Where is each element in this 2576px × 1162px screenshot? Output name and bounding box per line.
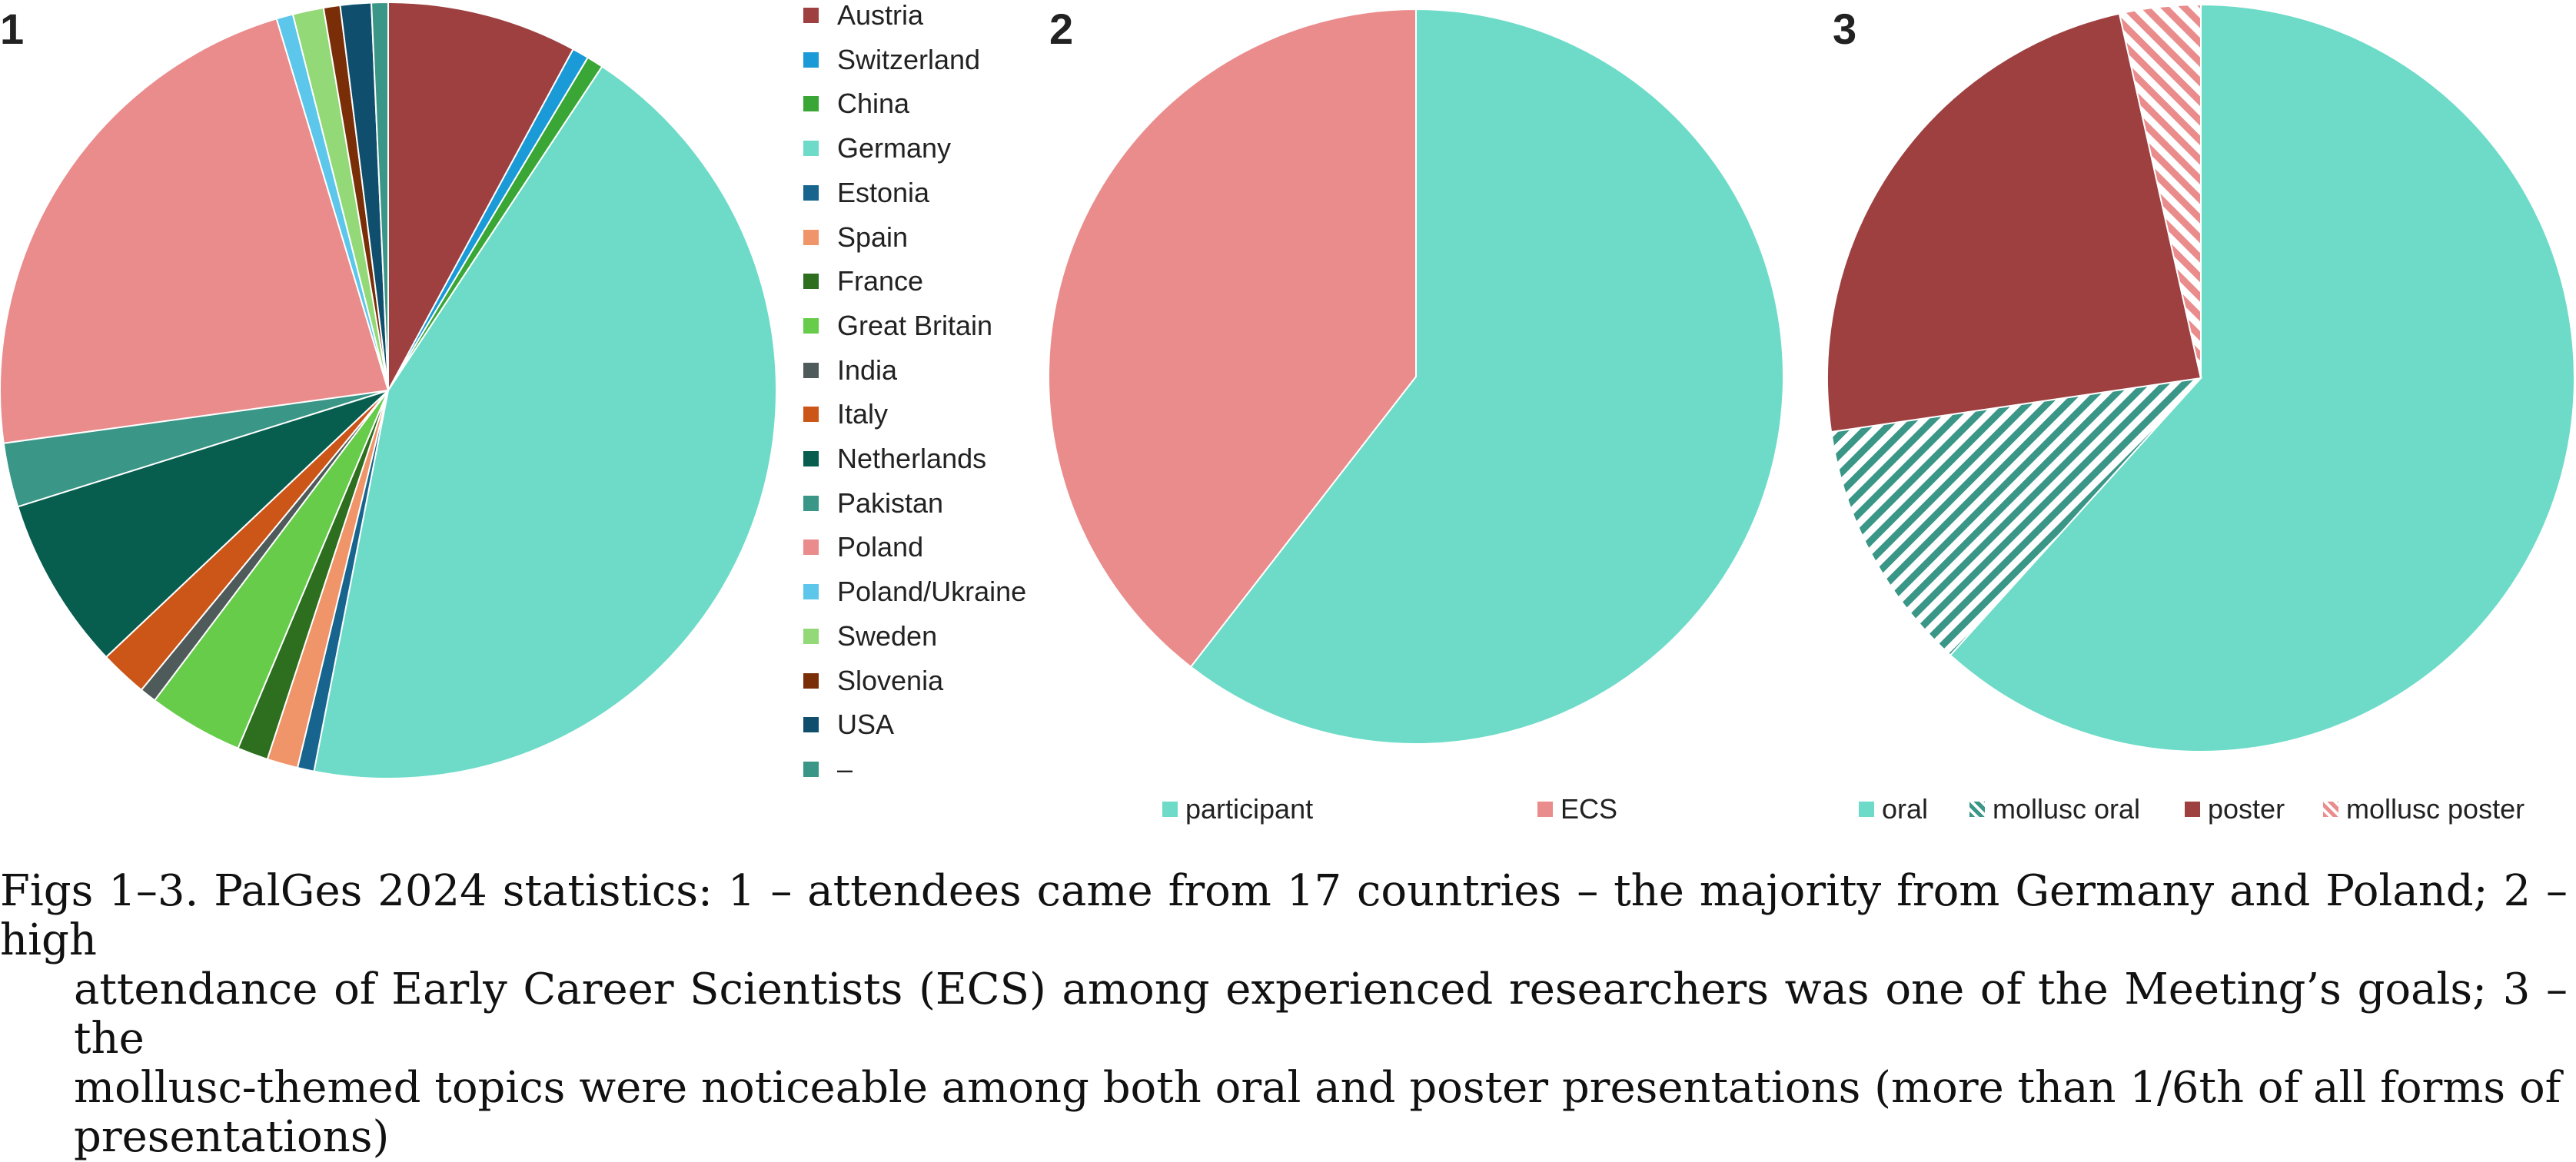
legend-swatch (803, 495, 819, 511)
legend-item-mollusc-poster: mollusc poster (2323, 793, 2524, 825)
pie-slice-dash (371, 1, 389, 391)
legend-item-china: China (803, 88, 909, 119)
legend-swatch (1969, 802, 1985, 817)
legend-label: India (837, 354, 898, 386)
pie-slice-poster (1826, 12, 2202, 433)
legend-item-poland-ukraine: Poland/Ukraine (803, 576, 1026, 607)
legend-swatch (2185, 802, 2200, 817)
legend-item-usa: USA (803, 709, 894, 740)
legend-label: Austria (837, 0, 924, 31)
legend-swatch (803, 407, 819, 423)
legend-label: mollusc oral (1993, 793, 2141, 825)
legend-item-great-britain: Great Britain (803, 310, 992, 341)
legend-item-oral: oral (1859, 793, 1928, 825)
caption-line-3: mollusc-themed topics were noticeable am… (74, 1063, 2561, 1113)
legend-label: oral (1882, 793, 1929, 825)
legend-swatch (803, 229, 819, 245)
pie-chart-participants (1048, 8, 1784, 745)
legend-label: Netherlands (837, 443, 987, 474)
panel-number-3: 3 (1833, 5, 1857, 53)
legend-label: Slovenia (837, 664, 944, 696)
legend-item-participant: participant (1162, 793, 1313, 825)
legend-label: Estonia (837, 176, 930, 208)
caption-line-1: Figs 1–3. PalGes 2024 statistics: 1 – at… (0, 866, 2568, 965)
legend-swatch (803, 51, 819, 68)
legend-item-dash: – (803, 752, 853, 785)
pie-slice-netherlands (16, 390, 389, 659)
legend-item-poland: Poland (803, 531, 924, 563)
pie-slice-participant (1189, 8, 1784, 745)
caption-line-4: presentations) (74, 1112, 390, 1162)
legend-swatch (803, 761, 819, 777)
caption-line-2: attendance of Early Career Scientists (E… (74, 964, 2568, 1064)
legend-label: Pakistan (837, 486, 944, 519)
pie-chart-presentations (1826, 3, 2575, 752)
legend-label: Spain (837, 221, 909, 253)
legend-item-austria: Austria (803, 0, 923, 31)
legend-swatch (803, 717, 819, 733)
legend-swatch (803, 184, 819, 201)
legend-swatch (803, 317, 819, 334)
legend-label: Germany (837, 132, 952, 164)
legend-item-pakistan: Pakistan (803, 486, 944, 519)
legend-swatch (803, 584, 819, 600)
panel-number-2: 2 (1049, 5, 1074, 53)
legend-label: Great Britain (837, 309, 993, 341)
legend-label: Italy (837, 398, 889, 430)
legend-swatch (1162, 802, 1178, 817)
legend-item-france: France (803, 265, 924, 297)
pie-slice-mollusc-oral (1830, 377, 2203, 656)
legend-swatch (803, 96, 819, 112)
legend-item-poster: poster (2185, 793, 2285, 825)
legend-label: Poland (837, 531, 924, 563)
pie-charts (0, 1, 2575, 779)
pie-slice-austria (387, 1, 574, 391)
legend-swatch (803, 451, 819, 466)
legend-item-slovenia: Slovenia (803, 664, 944, 696)
legend-label: Poland/Ukraine (837, 576, 1027, 608)
legend-item-italy: Italy (803, 398, 889, 430)
legend-item-switzerland: Switzerland (803, 43, 981, 75)
legend-item-india: India (803, 354, 898, 386)
legend-swatch (803, 628, 819, 644)
pie-slice-ecs (1048, 8, 1417, 669)
legend-label: Sweden (837, 619, 938, 652)
pie-chart-countries (0, 1, 778, 779)
legend-swatch (803, 540, 819, 556)
legend-item-germany: Germany (803, 132, 952, 164)
legend-swatch (1859, 802, 1874, 817)
legend-swatch (803, 141, 819, 157)
legend-item-estonia: Estonia (803, 176, 930, 208)
legend-swatch (803, 362, 819, 378)
legend-swatch (2323, 802, 2338, 817)
figure: 1 2 3 Austria Switzerland China Germany Esto… (0, 0, 2575, 825)
pie-slice-mollusc-poster (2118, 3, 2202, 379)
legend-item-sweden: Sweden (803, 619, 938, 652)
legend-label: China (837, 88, 910, 120)
legend-label: France (837, 265, 924, 297)
pie-slice-oral (1949, 3, 2575, 752)
legend-label: Switzerland (837, 43, 981, 75)
legend-label: participant (1185, 793, 1314, 825)
legend-label: mollusc poster (2346, 793, 2525, 825)
legend-item-mollusc-oral: mollusc oral (1969, 793, 2140, 825)
legend-label: ECS (1561, 793, 1618, 825)
pie-slice-germany (313, 65, 778, 779)
pie-slice-poland (0, 18, 390, 444)
legend-label: – (837, 752, 853, 785)
figure-caption: Figs 1–3. PalGes 2024 statistics: 1 – at… (0, 867, 2568, 1162)
legend-swatch (803, 8, 819, 23)
legend-swatch (1537, 802, 1553, 817)
panel-number-1: 1 (0, 5, 25, 53)
legend-label: USA (837, 709, 895, 741)
legend-item-spain: Spain (803, 221, 909, 253)
legend-item-netherlands: Netherlands (803, 443, 986, 474)
legend-swatch (803, 672, 819, 689)
legend-item-ecs: ECS (1537, 793, 1617, 825)
legend-swatch (803, 274, 819, 290)
legend-label: poster (2208, 793, 2285, 825)
